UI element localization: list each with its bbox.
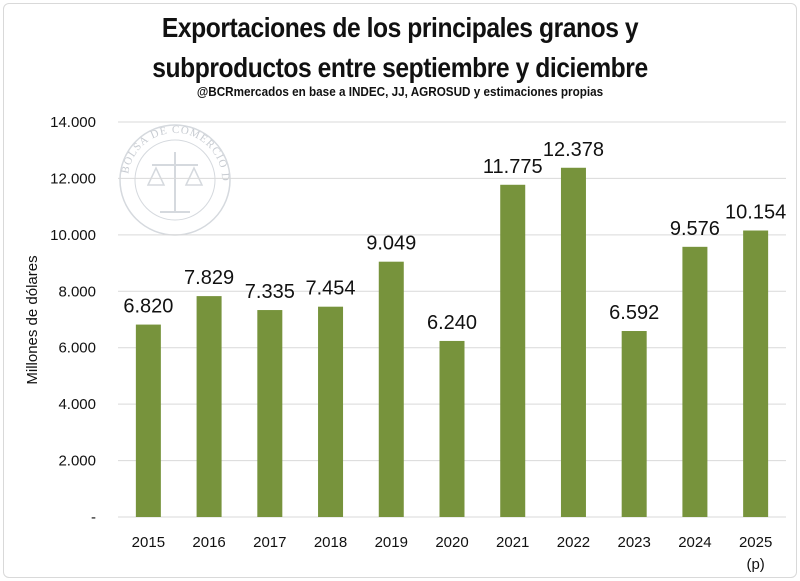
y-axis-label: Millones de dólares [24,255,41,384]
data-label: 9.049 [366,233,416,255]
x-tick-label: 2020 [435,534,468,551]
bar [135,324,161,517]
data-label: 11.775 [483,156,543,178]
data-label: 10.154 [725,202,786,224]
bar [439,340,465,517]
x-tick-label: 2016 [192,534,225,551]
chart-title: Exportaciones de los principales granos … [48,8,752,88]
x-tick-label: 2017 [253,534,286,551]
data-label: 7.335 [245,281,295,303]
bar [500,184,526,517]
chart-title-line-1: Exportaciones de los principales granos … [161,12,639,43]
x-tick-label: 2021 [496,534,529,551]
x-tick-label: 2022 [557,534,590,551]
data-label: 9.576 [670,218,720,240]
bar [682,246,708,517]
y-tick-label: 14.000 [50,114,96,131]
x-tick-label: 2019 [375,534,408,551]
bar [560,167,586,518]
data-label: 6.240 [427,312,477,334]
y-tick-label: - [91,509,96,526]
y-tick-label: 4.000 [58,396,96,413]
y-tick-label: 2.000 [58,453,96,470]
chart-title-line-2: subproductos entre septiembre y diciembr… [152,52,648,83]
y-tick-label: 6.000 [58,340,96,357]
data-label: 7.829 [184,267,234,289]
y-tick-label: 12.000 [50,170,96,187]
data-label: 6.592 [609,302,659,324]
bar [378,261,404,517]
bar [743,230,769,517]
x-tick-label: 2018 [314,534,347,551]
data-label: 6.820 [123,296,173,318]
x-tick-label: 2025 [739,534,772,551]
watermark-text: BOLSA DE COMERCIO DE ROSARIO [0,0,231,182]
bar [257,310,283,517]
x-tick-label: 2024 [678,534,711,551]
watermark-seal: BOLSA DE COMERCIO DE ROSARIO [0,0,231,236]
x-tick-note: (p) [746,556,764,573]
y-tick-label: 10.000 [50,227,96,244]
bar [621,331,647,517]
y-tick-label: 8.000 [58,283,96,300]
bar [318,306,344,517]
data-label: 12.378 [543,139,604,161]
x-tick-label: 2023 [617,534,650,551]
bar [196,296,222,517]
x-tick-label: 2015 [132,534,165,551]
chart-subtitle: @BCRmercados en base a INDEC, JJ, AGROSU… [196,84,604,99]
data-label: 7.454 [306,278,356,300]
